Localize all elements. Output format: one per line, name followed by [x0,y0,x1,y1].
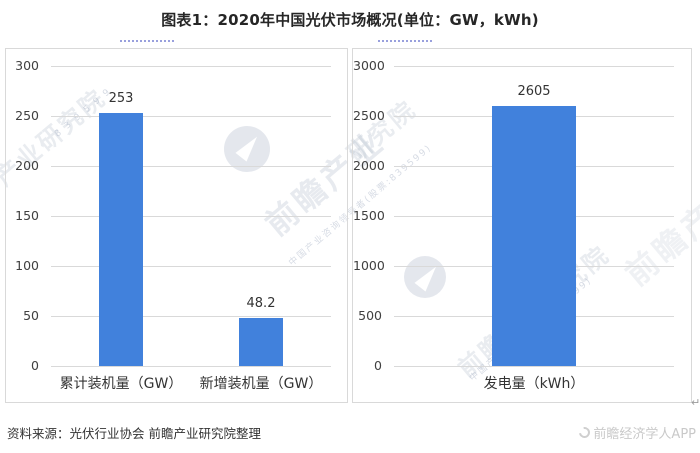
gridline [51,316,331,317]
x-category-label: 累计装机量（GW） [59,376,183,392]
y-tick-label: 0 [31,358,39,373]
y-tick-label: 500 [358,308,382,323]
bar [99,113,143,366]
qianzhan-logo-icon [577,424,593,441]
gridline [51,366,331,367]
x-category-label: 新增装机量（GW） [199,376,323,392]
y-tick-label: 250 [15,108,39,123]
y-tick-label: 50 [23,308,39,323]
return-mark: ↵ [691,396,700,409]
y-tick-label: 200 [15,158,39,173]
x-category-label: 发电量（kWh） [483,376,585,392]
gridline [51,266,331,267]
y-tick-label: 0 [374,358,382,373]
data-label: 2605 [517,83,551,99]
bar [239,317,283,366]
footer-brand: 前瞻经济学人APP [577,423,696,442]
footer-brand-label: 前瞻经济学人APP [593,427,696,442]
gridline [51,116,331,117]
gridline [51,166,331,167]
bar [492,105,576,366]
chart-panel-installed-capacity: 300 250 200 150 100 50 0 253 累计装机量（GW） 48.2 新增装机量（… [5,48,348,403]
y-tick-label: 2000 [353,158,385,173]
dotted-underline-right [378,40,432,42]
dotted-underline-left [120,40,174,42]
gridline [51,66,331,67]
gridline [51,216,331,217]
source-note: 资料来源：光伏行业协会 前瞻产业研究院整理 [7,426,261,441]
y-tick-label: 100 [15,258,39,273]
y-tick-label: 1500 [353,208,385,223]
page-title: 图表1：2020年中国光伏市场概况(单位：GW，kWh) [161,11,539,29]
y-tick-label: 300 [15,58,39,73]
y-tick-label: 1000 [353,258,385,273]
gridline [394,366,674,367]
y-tick-label: 2500 [353,108,385,123]
chart-panel-power-generation: 3000 2500 2000 1500 1000 500 0 2605 发电量（kWh） [352,48,692,403]
y-tick-label: 3000 [353,58,385,73]
data-label: 48.2 [246,295,276,311]
data-label: 253 [108,91,134,106]
gridline [394,66,674,67]
y-tick-label: 150 [15,208,39,223]
